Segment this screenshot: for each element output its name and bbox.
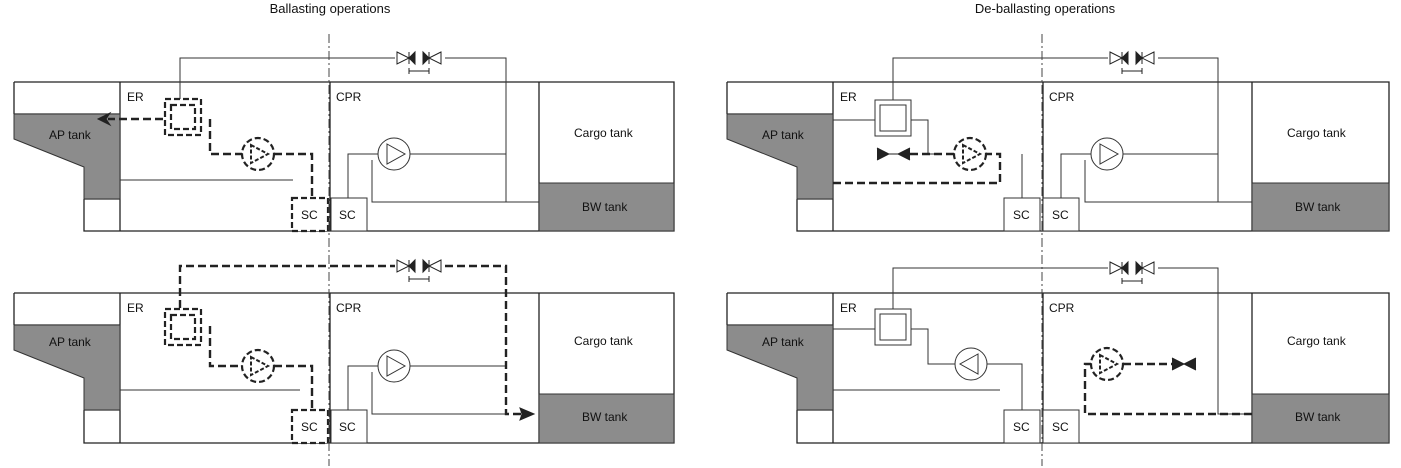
panel-ballast-2: AP tank ER CPR Cargo tank BW tank SC SC — [13, 259, 675, 445]
cargo-tank-label: Cargo tank — [1287, 126, 1347, 140]
cpr-label: CPR — [336, 90, 362, 104]
bw-tank-label: BW tank — [582, 410, 628, 424]
panel-deballast-1: AP tank ER CPR Cargo tank BW tank SC SC — [726, 51, 1390, 232]
ap-tank-label: AP tank — [762, 335, 805, 349]
bw-tank-label: BW tank — [1295, 410, 1341, 424]
sc-label-cpr: SC — [339, 420, 356, 434]
cargo-tank-label: Cargo tank — [1287, 334, 1347, 348]
panel-deballast-2: AP tank ER CPR Cargo tank BW tank SC SC — [726, 261, 1390, 444]
sc-label-er: SC — [301, 208, 318, 222]
er-label: ER — [127, 90, 144, 104]
ap-tank-label: AP tank — [762, 128, 805, 142]
cpr-label: CPR — [1049, 90, 1075, 104]
er-label: ER — [840, 301, 857, 315]
ballasting-title: Ballasting operations — [269, 1, 391, 16]
panel-ballast-1: AP tank ER CPR Cargo tank BW tank SC SC — [13, 51, 675, 233]
ap-tank-label: AP tank — [49, 335, 92, 349]
cpr-label: CPR — [1049, 301, 1075, 315]
sc-label-er: SC — [1013, 208, 1030, 222]
er-label: ER — [840, 90, 857, 104]
sc-label-cpr: SC — [1052, 208, 1069, 222]
ap-tank — [13, 113, 121, 200]
er-label: ER — [127, 301, 144, 315]
sc-label-er: SC — [301, 420, 318, 434]
sc-label-cpr: SC — [1052, 420, 1069, 434]
deballasting-title: De-ballasting operations — [974, 1, 1116, 16]
bw-tank-label: BW tank — [1295, 200, 1341, 214]
sc-label-cpr: SC — [339, 208, 356, 222]
cargo-tank-label: Cargo tank — [574, 334, 634, 348]
cpr-label: CPR — [336, 301, 362, 315]
bw-tank-label: BW tank — [582, 200, 628, 214]
ap-tank-label: AP tank — [49, 128, 92, 142]
cargo-tank-label: Cargo tank — [574, 126, 634, 140]
bw-tank — [538, 182, 675, 232]
sc-box-er — [290, 196, 330, 233]
sc-box-cpr — [330, 197, 368, 232]
sc-label-er: SC — [1013, 420, 1030, 434]
